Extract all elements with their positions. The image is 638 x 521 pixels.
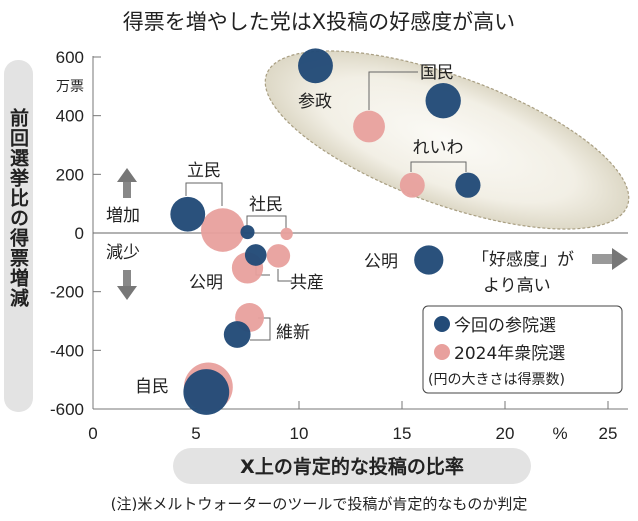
y-tick-label: 200 — [56, 165, 84, 184]
label-ishin: 維新 — [276, 323, 310, 343]
x-tick-label: 10 — [290, 424, 309, 443]
y-axis-label: 前回選挙比の得票増減 — [7, 107, 30, 308]
x-tick-label: 15 — [393, 424, 412, 443]
bubble-2025-共産 — [244, 244, 267, 266]
bubble-2025-立民 — [170, 196, 206, 232]
label-komei-right: 公明 — [364, 252, 398, 272]
legend-label-2025: 今回の参院選 — [454, 316, 556, 336]
legend-swatch-2024 — [434, 344, 450, 360]
bubble-2024-共産 — [266, 244, 291, 268]
y-tick-label: 0 — [75, 224, 84, 243]
label-kokumin: 国民 — [420, 63, 454, 83]
favor-label-1: 「好感度」が — [472, 250, 574, 270]
label-rikken: 立民 — [187, 161, 221, 181]
bubble-2024-国民 — [353, 110, 385, 143]
x-axis-label-box — [173, 448, 531, 484]
up-arrow-icon — [117, 168, 137, 198]
label-sansei: 参政 — [298, 92, 332, 112]
label-jimin: 自民 — [135, 377, 169, 397]
x-tick-label: 0 — [88, 424, 97, 443]
bubble-2025-国民 — [425, 83, 461, 119]
highlight-ellipse — [264, 50, 630, 230]
x-tick-label: 5 — [191, 424, 200, 443]
y-tick-label: -600 — [50, 400, 84, 419]
label-kyosan: 共産 — [290, 273, 324, 293]
bubble-2025-自民 — [183, 369, 230, 415]
x-axis-label: X上の肯定的な投稿の比率 — [240, 455, 464, 478]
bubble-2024-社民 — [280, 227, 293, 241]
legend: 今回の参院選 2024年衆院選 (円の大きさは得票数) — [422, 305, 623, 394]
y-tick-label: -200 — [50, 283, 84, 302]
bubble-2024-れいわ — [399, 172, 425, 198]
y-tick-label: -400 — [50, 341, 84, 360]
y-tick-label: 400 — [56, 107, 84, 126]
bubble-2025-社民 — [240, 225, 255, 240]
legend-note: (円の大きさは得票数) — [428, 371, 565, 388]
increase-label: 増加 — [106, 206, 140, 226]
label-shamin: 社民 — [249, 195, 283, 215]
down-arrow-icon — [117, 270, 137, 300]
bubble-2025-れいわ — [455, 172, 481, 198]
bubble-2025-公明 — [414, 245, 444, 275]
favor-label-2: より高い — [483, 276, 551, 296]
x-unit: % — [552, 424, 567, 443]
bubble-2024-立民 — [201, 208, 245, 252]
y-unit: 万票 — [56, 79, 84, 95]
x-tick-label: 25 — [599, 424, 618, 443]
legend-label-2024: 2024年衆院選 — [454, 344, 565, 364]
chart-title: 得票を増やした党はX投稿の好感度が高い — [123, 10, 515, 34]
y-tick-label: 600 — [56, 48, 84, 67]
legend-swatch-2025 — [434, 316, 450, 332]
footnote: (注)米メルトウォーターのツールで投稿が肯定的なものか判定 — [111, 495, 528, 513]
right-arrow-icon — [592, 248, 628, 270]
y-axis-label-box — [4, 60, 33, 412]
bubble-2025-参政 — [298, 48, 333, 84]
x-tick-label: 20 — [496, 424, 515, 443]
bubble-2025-維新 — [223, 321, 251, 348]
label-reiwa: れいわ — [413, 138, 464, 158]
label-komei-left: 公明 — [189, 273, 223, 293]
decrease-label: 減少 — [106, 243, 140, 263]
